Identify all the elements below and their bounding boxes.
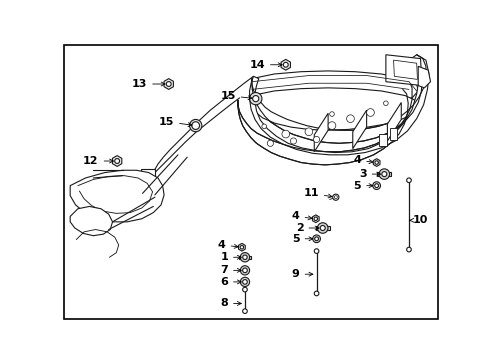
Circle shape: [243, 268, 247, 273]
Text: 11: 11: [303, 188, 332, 198]
Circle shape: [314, 249, 319, 253]
Polygon shape: [113, 156, 122, 166]
Circle shape: [240, 253, 249, 262]
Text: 3: 3: [359, 169, 381, 179]
Polygon shape: [316, 226, 330, 230]
Circle shape: [407, 178, 411, 183]
Polygon shape: [390, 128, 397, 140]
Polygon shape: [379, 134, 387, 147]
Polygon shape: [249, 55, 429, 155]
Circle shape: [253, 95, 259, 102]
Circle shape: [268, 140, 273, 147]
Polygon shape: [388, 103, 401, 141]
Text: 7: 7: [220, 265, 241, 275]
Circle shape: [346, 115, 354, 122]
Text: 5: 5: [354, 181, 373, 191]
Circle shape: [407, 247, 411, 252]
Circle shape: [240, 266, 249, 275]
Circle shape: [375, 184, 379, 188]
Circle shape: [262, 124, 267, 129]
Circle shape: [382, 172, 387, 177]
Text: 15: 15: [220, 91, 252, 100]
Polygon shape: [238, 76, 412, 165]
Polygon shape: [252, 88, 418, 130]
Polygon shape: [70, 206, 113, 236]
Circle shape: [243, 309, 247, 314]
Circle shape: [373, 182, 381, 189]
Circle shape: [240, 277, 249, 287]
Text: 14: 14: [249, 60, 282, 70]
Circle shape: [333, 194, 339, 200]
Circle shape: [192, 122, 199, 130]
Circle shape: [330, 112, 334, 116]
Circle shape: [249, 93, 262, 105]
Polygon shape: [252, 55, 426, 143]
Polygon shape: [141, 170, 155, 193]
Polygon shape: [239, 243, 245, 251]
Circle shape: [375, 161, 378, 164]
Circle shape: [115, 159, 120, 163]
Text: 4: 4: [292, 211, 312, 221]
Circle shape: [283, 62, 288, 67]
Circle shape: [318, 223, 328, 233]
Text: 1: 1: [220, 252, 241, 262]
Circle shape: [243, 287, 247, 292]
Text: 10: 10: [410, 215, 428, 225]
Text: 9: 9: [292, 269, 313, 279]
Text: 4: 4: [353, 155, 373, 165]
Circle shape: [305, 128, 313, 136]
Circle shape: [367, 109, 374, 116]
Polygon shape: [377, 172, 392, 176]
Text: 5: 5: [292, 234, 313, 244]
Circle shape: [243, 280, 247, 284]
Circle shape: [328, 122, 336, 130]
Circle shape: [315, 237, 318, 241]
Polygon shape: [393, 60, 417, 80]
Text: 15: 15: [159, 117, 192, 127]
Circle shape: [282, 130, 290, 138]
Text: 2: 2: [296, 223, 319, 233]
Polygon shape: [418, 66, 431, 88]
Circle shape: [291, 138, 296, 144]
Polygon shape: [70, 170, 164, 222]
Text: 4: 4: [218, 240, 238, 250]
Polygon shape: [164, 78, 173, 89]
Circle shape: [379, 169, 390, 179]
Circle shape: [313, 235, 320, 243]
Polygon shape: [314, 113, 328, 152]
Polygon shape: [252, 71, 418, 113]
Circle shape: [384, 101, 388, 105]
Circle shape: [240, 246, 244, 249]
Circle shape: [190, 120, 202, 132]
Polygon shape: [373, 159, 380, 166]
Circle shape: [320, 225, 325, 230]
Polygon shape: [239, 256, 251, 259]
Circle shape: [166, 82, 171, 86]
Polygon shape: [281, 59, 291, 70]
Polygon shape: [386, 55, 422, 86]
Text: 6: 6: [220, 277, 241, 287]
Circle shape: [314, 217, 318, 220]
Text: 8: 8: [220, 298, 241, 309]
Polygon shape: [353, 110, 367, 149]
Circle shape: [334, 195, 337, 199]
Circle shape: [314, 291, 319, 296]
Text: 13: 13: [132, 79, 165, 89]
Circle shape: [314, 136, 319, 143]
Polygon shape: [313, 215, 319, 222]
Circle shape: [243, 255, 247, 260]
Text: 12: 12: [83, 156, 113, 166]
